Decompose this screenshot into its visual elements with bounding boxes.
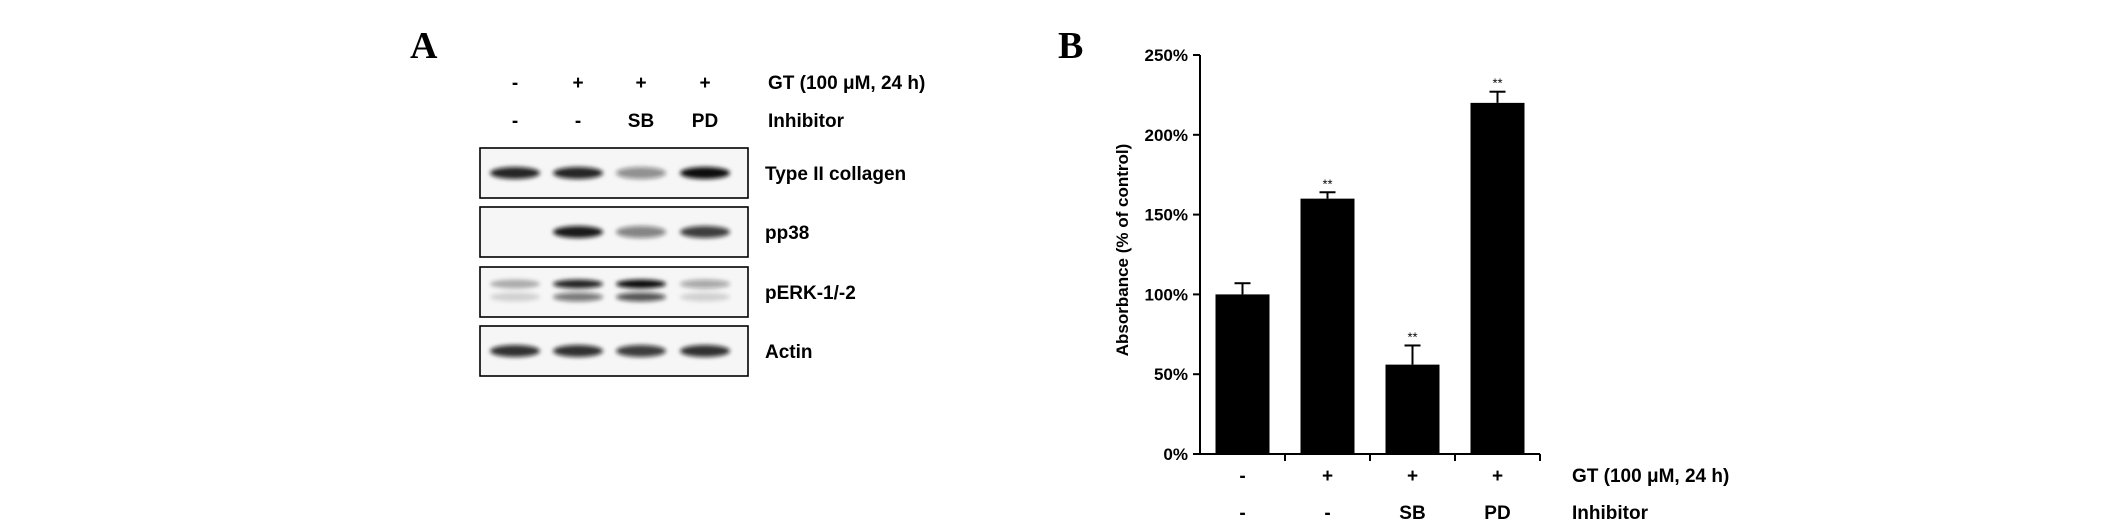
blot-band [680, 292, 730, 302]
blot-band [616, 226, 666, 238]
blot-row-label: pERK-1/-2 [765, 283, 856, 304]
blot-gt-sign: - [512, 73, 518, 94]
chart-gt-label: GT (100 μM, 24 h) [1572, 466, 1729, 487]
bar-chart: Absorbance (% of control) 0% 50% 100% 150% 2… [1113, 46, 1729, 524]
blot-row-label: Type II collagen [765, 164, 906, 185]
blot-gt-sign: + [699, 73, 710, 94]
blot-inhibitor-value: - [575, 111, 581, 132]
blot-band [680, 167, 730, 179]
significance-label: ** [1407, 329, 1417, 344]
chart-gt-sign: + [1492, 466, 1503, 487]
chart-inhibitor-value: SB [1399, 503, 1425, 524]
bars: ** ** ** [1215, 76, 1525, 454]
bar [1215, 294, 1270, 454]
y-axis-label: Absorbance (% of control) [1113, 144, 1132, 357]
blot-inhibitor-value: PD [692, 111, 718, 132]
blot-band [490, 167, 540, 179]
y-tick-label: 200% [1145, 126, 1188, 145]
bar [1470, 102, 1525, 454]
y-tick-label: 0% [1163, 445, 1188, 464]
x-condition-rows: GT (100 μM, 24 h) Inhibitor - - + - + SB + PD [1239, 466, 1729, 524]
blot-band [616, 167, 666, 179]
chart-inhibitor-label: Inhibitor [1572, 503, 1649, 524]
y-tick-label: 50% [1154, 365, 1188, 384]
chart-gt-sign: - [1239, 466, 1245, 487]
blot-band [490, 345, 540, 357]
blot-gt-sign: + [572, 73, 583, 94]
blot-band [616, 279, 666, 289]
blot-row-label: pp38 [765, 223, 809, 244]
significance-label: ** [1492, 76, 1502, 91]
blot-inhibitor-value: SB [628, 111, 654, 132]
blot-band [680, 226, 730, 238]
blot-band [553, 279, 603, 289]
blot-gt-sign: + [635, 73, 646, 94]
blot-inhibitor-label: Inhibitor [768, 111, 845, 132]
blot-band [490, 292, 540, 302]
blot-gt-label: GT (100 μM, 24 h) [768, 73, 925, 94]
blot-rows: Type II collagen pp38 pERK-1/-2 Actin [479, 147, 906, 377]
bar [1300, 198, 1355, 454]
significance-label: ** [1322, 176, 1332, 191]
chart-inhibitor-value: - [1324, 503, 1330, 524]
blot-band [680, 279, 730, 289]
blot-box [479, 266, 749, 318]
chart-inhibitor-value: PD [1484, 503, 1510, 524]
chart-gt-sign: + [1322, 466, 1333, 487]
y-tick-label: 250% [1145, 46, 1188, 65]
blot-band [616, 292, 666, 302]
y-tick-label: 150% [1145, 206, 1188, 225]
blot-row-label: Actin [765, 342, 813, 363]
blot-band [490, 279, 540, 289]
blot-inhibitor-value: - [512, 111, 518, 132]
blot-condition-headers: - + + + GT (100 μM, 24 h) - - SB PD Inhi… [512, 73, 925, 132]
blot-band [553, 345, 603, 357]
panel-a-label: A [410, 25, 438, 67]
blot-band [553, 292, 603, 302]
chart-gt-sign: + [1407, 466, 1418, 487]
bar [1385, 364, 1440, 454]
y-tick-label: 100% [1145, 285, 1188, 304]
blot-band [680, 345, 730, 357]
panel-b-label: B [1058, 25, 1083, 67]
y-axis: 0% 50% 100% 150% 200% 250% [1145, 46, 1541, 464]
blot-band [553, 226, 603, 238]
chart-inhibitor-value: - [1239, 503, 1245, 524]
blot-band [616, 345, 666, 357]
blot-band [553, 167, 603, 179]
